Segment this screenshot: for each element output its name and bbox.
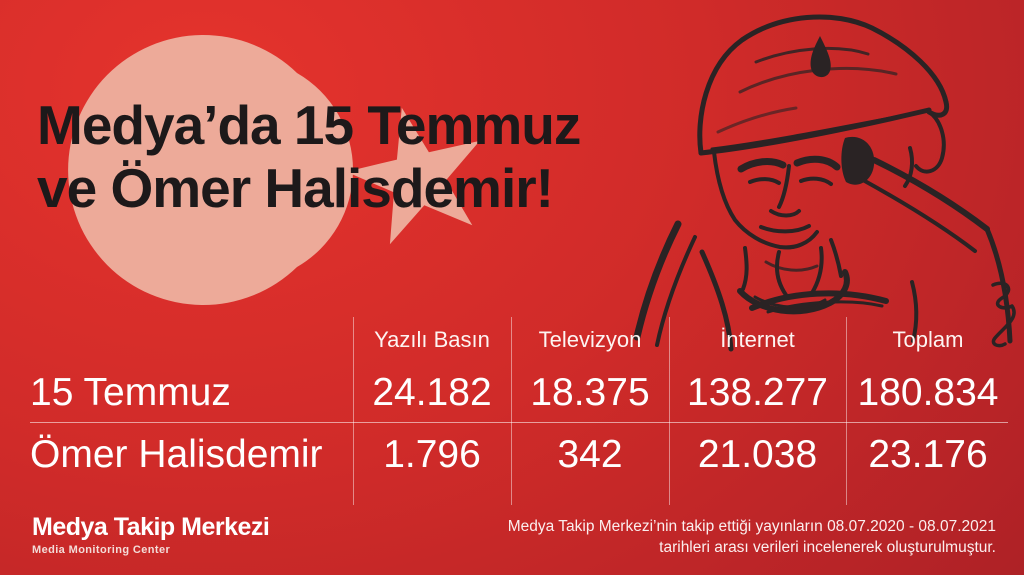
source-note-line-2: tarihleri arası verileri incelenerek olu…	[659, 539, 996, 556]
source-note: Medya Takip Merkezi’nin takip ettiği yay…	[508, 516, 996, 558]
brand-name: Medya Takip Merkezi	[32, 513, 270, 541]
column-header-toplam: Toplam	[892, 327, 964, 352]
row-label: 15 Temmuz	[30, 371, 231, 414]
column-header-internet: İnternet	[720, 327, 795, 352]
table-value: 1.796	[383, 433, 481, 476]
source-note-line-1: Medya Takip Merkezi’nin takip ettiği yay…	[507, 518, 996, 535]
table-value: 138.277	[687, 371, 828, 414]
column-divider	[353, 317, 354, 505]
table-value: 23.176	[868, 433, 988, 476]
column-header-yazili-basin: Yazılı Basın	[374, 327, 490, 352]
row-label: Ömer Halisdemir	[30, 433, 323, 476]
brand-logo: Medya Takip Merkezi Media Monitoring Cen…	[32, 513, 270, 556]
brand-subtitle: Media Monitoring Center	[32, 543, 171, 556]
table-value: 180.834	[857, 371, 999, 414]
column-divider	[846, 317, 847, 505]
column-divider	[669, 317, 670, 505]
table-value: 21.038	[697, 433, 818, 476]
column-divider	[511, 317, 512, 505]
row-divider	[30, 422, 1008, 423]
table-value: 342	[557, 433, 623, 476]
table-value: 24.182	[372, 371, 492, 414]
table-value: 18.375	[530, 371, 650, 414]
column-header-televizyon: Televizyon	[538, 327, 642, 352]
